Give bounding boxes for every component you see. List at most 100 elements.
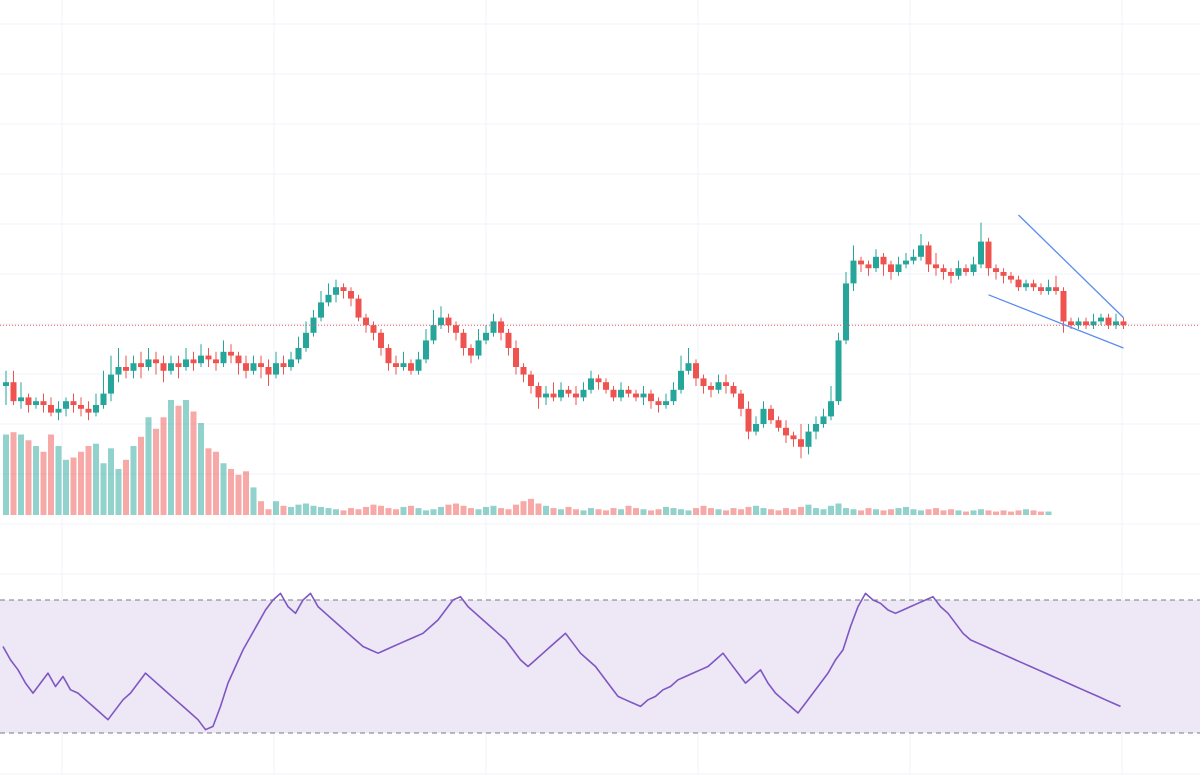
volume-bar [228,469,234,515]
candle-body [955,268,962,276]
candle-body [678,370,684,390]
candle-body [880,256,887,265]
candle-body [250,363,257,371]
volume-bar [505,509,512,515]
volume-bar [333,509,339,515]
candle-body [490,321,497,333]
volume-bar [753,505,759,515]
volume-bar [843,508,849,515]
candle-body [903,260,909,265]
volume-histogram [3,400,1052,515]
volume-bar [775,510,782,515]
volume-bar [370,504,377,515]
volume-bar [378,505,384,515]
candle-body [520,367,527,375]
volume-bar [243,471,249,515]
volume-bar [678,509,684,515]
candle-body [333,287,339,295]
candle-body [1098,317,1104,322]
volume-bar [693,508,699,515]
candle-body [318,302,324,318]
volume-bar [115,469,122,515]
candle-body [505,332,512,348]
candle-body [363,317,369,326]
candle-body [415,359,422,371]
volume-bar [955,510,962,515]
candle-body [835,340,842,402]
candle-body [985,241,992,269]
volume-bar [408,505,414,515]
volume-bar [423,510,429,515]
candle-body [123,367,129,371]
candle-body [175,363,182,367]
volume-bar [310,505,317,515]
volume-bar [445,504,452,515]
volume-bar [1008,511,1014,515]
trendline-lower [988,294,1124,349]
volume-bar [273,501,279,515]
candle-body [423,340,429,360]
candle-body [663,401,669,405]
volume-bar [730,508,737,515]
candle-body [768,408,774,421]
candle-body [33,401,39,405]
candle-body [528,374,534,386]
volume-bar [895,508,902,515]
volume-bar [220,463,227,515]
candle-body [325,294,332,303]
volume-bar [745,506,752,515]
volume-bar [880,510,887,515]
candlestick-series [3,222,1127,459]
volume-bar [18,434,24,515]
candle-body [468,348,474,356]
candle-body [535,386,542,398]
volume-bar [985,510,992,515]
candle-body [865,264,872,269]
candle-body [205,355,212,360]
candle-body [168,363,174,371]
candle-body [483,332,489,341]
volume-bar [490,505,497,515]
volume-bar [48,434,54,515]
candle-body [543,393,549,398]
candle-body [220,351,227,364]
volume-bar [933,508,939,515]
candle-body [408,363,414,371]
volume-bar [625,505,632,515]
volume-bar [363,506,369,515]
candle-body [963,268,969,272]
candle-body [40,401,47,405]
volume-bar [655,509,662,515]
volume-bar [925,509,932,515]
candle-body [183,359,189,367]
candle-body [798,439,804,447]
volume-bar [40,451,47,515]
candle-body [1083,321,1089,326]
volume-bar [198,423,204,515]
candle-body [693,363,699,379]
volume-bar [498,508,504,515]
volume-bar [340,510,347,515]
candle-body [603,382,609,390]
volume-bar [138,436,144,515]
volume-bar [123,459,129,515]
volume-bar [183,400,189,515]
volume-bar [963,511,969,515]
volume-bar [910,509,917,515]
candle-body [370,325,377,333]
volume-bar [168,400,174,515]
candle-body [10,382,17,402]
volume-bar [1000,510,1007,515]
volume-bar [603,510,609,515]
candle-body [708,386,714,390]
volume-bar [1038,511,1044,515]
candle-body [775,420,782,428]
volume-bar [160,417,167,515]
candle-body [1090,321,1097,326]
candle-body [445,317,452,326]
candle-body [1060,291,1067,322]
candle-body [843,283,849,341]
candle-body [63,401,69,409]
volume-bar [993,511,999,515]
volume-bar [303,503,309,515]
